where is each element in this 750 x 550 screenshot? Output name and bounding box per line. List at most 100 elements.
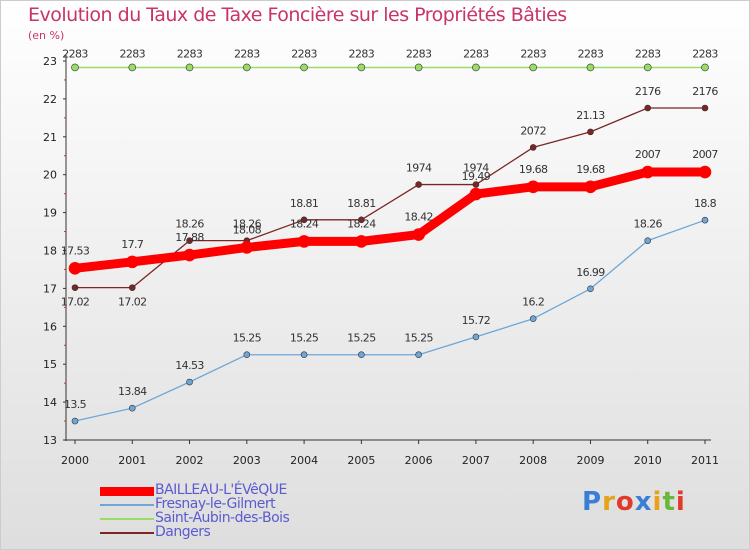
data-point bbox=[128, 284, 136, 291]
data-label: 2283 bbox=[119, 47, 145, 60]
data-label: 19.68 bbox=[519, 163, 548, 176]
legend-item: Dangers bbox=[100, 524, 360, 540]
data-point bbox=[300, 63, 308, 72]
data-label: 2283 bbox=[463, 47, 489, 60]
legend-item: Fresnay-le-Gilmert bbox=[100, 496, 360, 512]
data-point bbox=[243, 351, 251, 359]
data-point bbox=[300, 216, 308, 224]
data-label: 18.08 bbox=[233, 223, 262, 236]
data-label: 15.25 bbox=[233, 332, 262, 345]
data-point bbox=[71, 284, 79, 291]
logo-letter: x bbox=[634, 487, 653, 517]
data-point bbox=[529, 315, 537, 323]
data-label: 2283 bbox=[520, 47, 546, 60]
y-tick-label: 21 bbox=[43, 131, 57, 144]
data-point bbox=[643, 63, 652, 72]
legend-swatch bbox=[100, 518, 154, 520]
data-label: 15.72 bbox=[462, 314, 491, 327]
data-label: 19.68 bbox=[576, 163, 605, 176]
data-label: 14.53 bbox=[175, 359, 204, 372]
x-tick-label: 2003 bbox=[233, 454, 261, 467]
data-point bbox=[186, 237, 193, 244]
data-point bbox=[183, 248, 196, 262]
data-label: 2007 bbox=[692, 148, 718, 161]
data-label: 13.5 bbox=[64, 398, 87, 411]
series-line-4 bbox=[74, 107, 706, 289]
data-label: 17.7 bbox=[121, 238, 144, 251]
logo-letter: t bbox=[662, 487, 676, 517]
y-tick-label: 15 bbox=[43, 358, 57, 371]
data-label: 1974 bbox=[463, 162, 489, 175]
x-tick-label: 2001 bbox=[118, 454, 146, 467]
x-tick-label: 2000 bbox=[61, 454, 89, 467]
data-label: 15.25 bbox=[290, 332, 319, 345]
data-label: 2283 bbox=[578, 47, 604, 60]
data-label: 2283 bbox=[62, 47, 88, 60]
data-point bbox=[128, 63, 137, 72]
legend-swatch bbox=[100, 532, 154, 534]
data-point bbox=[240, 241, 254, 254]
legend-label: Saint-Aubin-des-Bois bbox=[155, 510, 290, 526]
data-point bbox=[472, 63, 480, 72]
x-tick-label: 2008 bbox=[519, 454, 547, 467]
x-tick-label: 2006 bbox=[405, 454, 433, 467]
y-tick-label: 23 bbox=[43, 55, 57, 68]
chart-title: Evolution du Taux de Taxe Foncière sur l… bbox=[28, 4, 567, 26]
data-label: 18.24 bbox=[290, 217, 319, 230]
data-label: 2283 bbox=[291, 47, 317, 60]
data-point bbox=[415, 181, 422, 188]
y-tick-label: 22 bbox=[43, 93, 57, 106]
legend-label: Fresnay-le-Gilmert bbox=[155, 496, 276, 512]
y-tick-label: 20 bbox=[43, 169, 57, 182]
data-label: 17.88 bbox=[175, 231, 204, 244]
data-point bbox=[586, 63, 595, 72]
x-tick-label: 2007 bbox=[462, 454, 490, 467]
y-tick-label: 16 bbox=[43, 320, 57, 333]
data-point bbox=[300, 351, 308, 359]
data-point bbox=[71, 417, 79, 425]
data-point bbox=[701, 104, 709, 112]
data-point bbox=[472, 181, 480, 188]
data-point bbox=[584, 180, 597, 194]
data-point bbox=[529, 63, 537, 72]
legend-swatch bbox=[100, 504, 154, 506]
proxiti-logo: Proxiti bbox=[582, 487, 686, 517]
data-point bbox=[701, 216, 709, 224]
data-point bbox=[358, 216, 365, 224]
legend-label: BAILLEAU-L'ÉVêQUE bbox=[155, 482, 287, 498]
y-tick-label: 13 bbox=[43, 434, 57, 447]
data-point bbox=[185, 63, 194, 72]
data-point bbox=[297, 235, 311, 248]
data-label: 2007 bbox=[635, 148, 661, 161]
series-line-2 bbox=[74, 219, 706, 422]
data-label: 16.2 bbox=[522, 296, 544, 309]
x-tick-label: 2010 bbox=[634, 454, 662, 467]
logo-letter: r bbox=[602, 487, 616, 517]
data-point bbox=[186, 378, 193, 386]
data-point bbox=[529, 144, 537, 151]
data-point bbox=[641, 165, 655, 179]
chart-legend: BAILLEAU-L'ÉVêQUE Fresnay-le-Gilmert Saint… bbox=[100, 482, 360, 540]
data-label: 18.81 bbox=[347, 197, 376, 210]
legend-label: Dangers bbox=[155, 524, 211, 540]
data-label: 18.42 bbox=[404, 211, 433, 224]
data-point bbox=[71, 63, 79, 72]
data-label: 17.53 bbox=[61, 244, 90, 257]
x-tick-label: 2009 bbox=[576, 454, 604, 467]
series-line-1 bbox=[70, 167, 710, 273]
data-point bbox=[698, 165, 712, 179]
data-point bbox=[644, 104, 652, 112]
data-point bbox=[68, 262, 82, 275]
legend-item: BAILLEAU-L'ÉVêQUE bbox=[100, 482, 360, 498]
data-point bbox=[469, 187, 483, 201]
data-label: 18.26 bbox=[633, 218, 662, 231]
data-point bbox=[414, 63, 423, 72]
data-label: 1974 bbox=[406, 162, 432, 175]
data-point bbox=[526, 180, 540, 194]
data-label: 16.99 bbox=[576, 266, 605, 279]
data-label: 18.24 bbox=[347, 217, 376, 230]
data-point bbox=[587, 285, 594, 293]
data-label: 18.8 bbox=[694, 197, 717, 210]
